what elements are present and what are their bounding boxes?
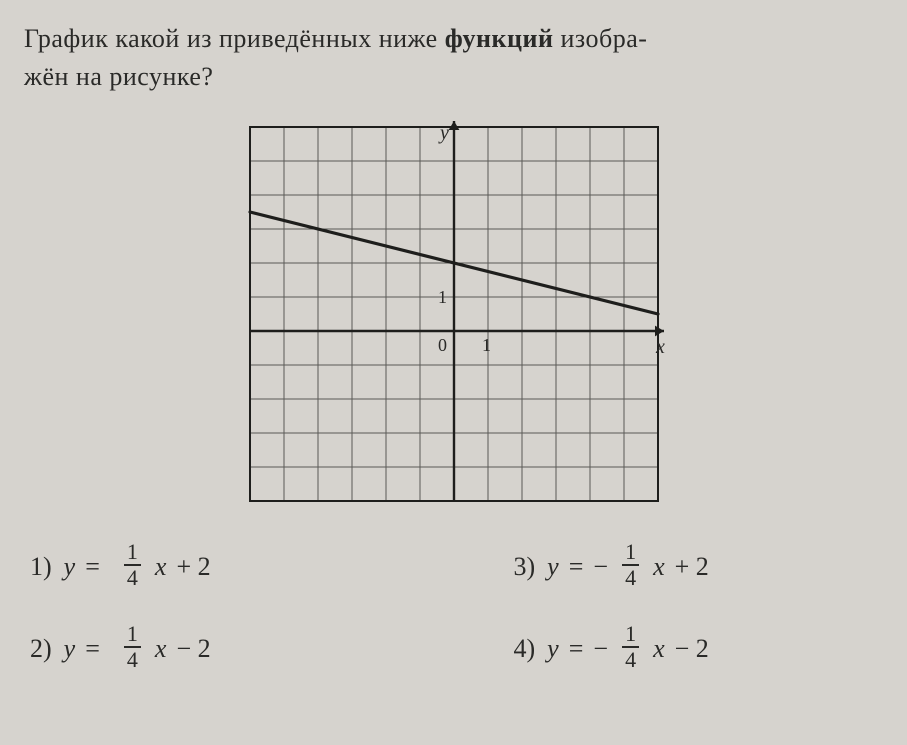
numerator: 1 <box>622 623 639 648</box>
answer-options: 1) y = 1 4 x + 2 3) y = − 1 4 x + 2 2) y… <box>24 543 883 673</box>
fraction: 1 4 <box>622 541 639 589</box>
option-number: 3) <box>514 552 536 582</box>
var: x <box>155 552 167 582</box>
q-line1-suffix: изобра- <box>553 24 647 53</box>
denominator: 4 <box>625 648 636 671</box>
var: x <box>155 634 167 664</box>
q-line1-bold: функций <box>445 24 554 53</box>
fraction: 1 4 <box>622 623 639 671</box>
numerator: 1 <box>124 623 141 648</box>
q-line2: жён на рисунке? <box>24 62 213 91</box>
numerator: 1 <box>622 541 639 566</box>
tail: + 2 <box>675 552 709 582</box>
svg-text:y: y <box>438 122 449 144</box>
tail: + 2 <box>176 552 210 582</box>
option-number: 2) <box>30 634 52 664</box>
svg-text:x: x <box>655 336 665 358</box>
equals: = <box>569 634 584 664</box>
sign: − <box>593 552 608 582</box>
option-3: 3) y = − 1 4 x + 2 <box>514 543 878 591</box>
numerator: 1 <box>124 541 141 566</box>
option-lhs: y <box>547 552 559 582</box>
option-lhs: y <box>547 634 559 664</box>
denominator: 4 <box>625 566 636 589</box>
denominator: 4 <box>127 648 138 671</box>
option-lhs: y <box>64 634 76 664</box>
denominator: 4 <box>127 566 138 589</box>
fraction: 1 4 <box>124 623 141 671</box>
tail: − 2 <box>675 634 709 664</box>
option-number: 1) <box>30 552 52 582</box>
svg-text:0: 0 <box>438 335 447 355</box>
equals: = <box>85 552 100 582</box>
var: x <box>653 634 665 664</box>
sign: − <box>593 634 608 664</box>
svg-text:1: 1 <box>438 287 447 307</box>
svg-text:1: 1 <box>482 335 491 355</box>
option-4: 4) y = − 1 4 x − 2 <box>514 625 878 673</box>
option-lhs: y <box>64 552 76 582</box>
option-number: 4) <box>514 634 536 664</box>
option-1: 1) y = 1 4 x + 2 <box>30 543 394 591</box>
equals: = <box>569 552 584 582</box>
tail: − 2 <box>176 634 210 664</box>
line-chart: y x 0 1 1 <box>236 113 672 515</box>
option-2: 2) y = 1 4 x − 2 <box>30 625 394 673</box>
var: x <box>653 552 665 582</box>
chart-container: y x 0 1 1 <box>24 113 883 515</box>
q-line1-prefix: График какой из приведённых ниже <box>24 24 445 53</box>
question-text: График какой из приведённых ниже функций… <box>24 20 883 95</box>
fraction: 1 4 <box>124 541 141 589</box>
equals: = <box>85 634 100 664</box>
